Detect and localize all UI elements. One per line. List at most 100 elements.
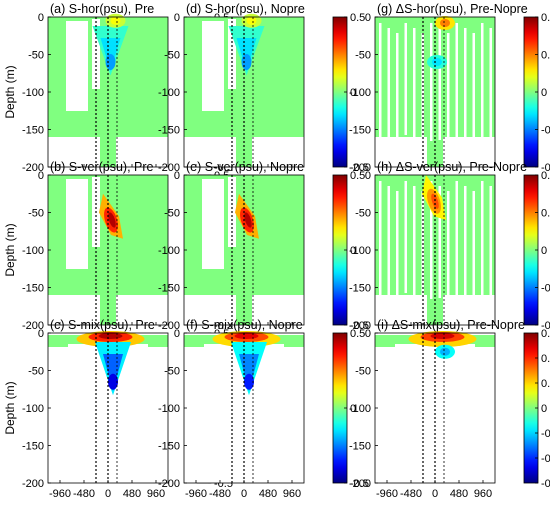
panel-title: (e) S-ver(psu), Nopre (186, 160, 304, 174)
y-tick-label: -200 (349, 320, 371, 332)
y-tick-label: 0 (365, 328, 371, 340)
panel-title: (d) S-hor(psu), Nopre (186, 2, 305, 16)
y-tick-label: -100 (22, 403, 44, 415)
y-tick-label: -50 (164, 50, 180, 62)
y-tick-label: -200 (349, 478, 371, 490)
field-background (284, 335, 304, 347)
field-gap (66, 179, 88, 269)
y-tick-label: -50 (28, 208, 44, 220)
data-feature (432, 58, 442, 66)
x-axis-label: Across Track (km) (60, 503, 157, 505)
y-tick-label: -50 (355, 50, 371, 62)
y-tick-label: -150 (158, 283, 180, 295)
y-tick-label: -50 (355, 208, 371, 220)
colorbar: 0.50-0.5 (332, 12, 369, 174)
data-feature (431, 193, 439, 209)
field-gap (396, 33, 399, 151)
panel-f: (f) S-mix(psu), Nopre 0 -50 -100 -150 -200 -96… (158, 318, 305, 505)
colorbar-tick-label: 0.05 (541, 208, 550, 220)
y-tick-label: -100 (22, 245, 44, 257)
field-gap (447, 33, 450, 163)
field-gap (430, 181, 433, 299)
colorbar-tick-label: -0.1 (541, 320, 550, 332)
panel-title: (a) S-hor(psu), Pre (50, 2, 154, 16)
field-background (236, 295, 252, 325)
colorbar: 0.1 0.05 0 -0.05 -0.1 (523, 170, 550, 332)
y-tick-label: -100 (349, 245, 371, 257)
field-gap (455, 181, 458, 305)
field-background (48, 335, 68, 347)
data-feature (108, 373, 118, 390)
y-tick-label: -100 (158, 245, 180, 257)
panel-title: (c) S-mix(psu), Pre (50, 318, 155, 332)
colorbar-tick-label: 0 (541, 403, 547, 415)
y-tick-label: -50 (28, 50, 44, 62)
colorbar-tick-label: 0.5 (350, 170, 365, 182)
colorbar-tick-label: -0.1 (541, 428, 550, 440)
colorbar-tick-label: -0.05 (541, 125, 550, 137)
y-tick-label: 0 (174, 170, 180, 182)
y-tick-label: 0 (38, 12, 44, 24)
field-background (427, 295, 443, 325)
colorbar-tick-label: 0.1 (541, 12, 550, 24)
y-tick-label: -150 (158, 441, 180, 453)
colorbar-tick-label: 0.5 (350, 328, 365, 340)
y-tick-label: -50 (355, 366, 371, 378)
x-tick-label: -960 (376, 488, 398, 500)
y-tick-label: -100 (349, 403, 371, 415)
colorbar-tick-label: -0.05 (541, 283, 550, 295)
x-tick-label: 960 (147, 488, 165, 500)
colorbar-tick-label: -0.3 (541, 478, 550, 490)
panel-title: (h) ΔS-ver(psu), Pre-Nopre (377, 160, 527, 174)
field-gap (387, 28, 390, 152)
field-gap (413, 186, 416, 316)
colorbar-tick-label: 0 (350, 245, 356, 257)
field-background (148, 335, 168, 347)
y-tick-label: -150 (349, 441, 371, 453)
plot-area (375, 333, 495, 483)
field-background (236, 137, 252, 167)
field-gap (66, 21, 88, 111)
y-axis-label: Depth (m) (3, 381, 17, 434)
x-tick-label: 480 (259, 488, 277, 500)
panel-h: (h) ΔS-ver(psu), Pre-Nopre 0 -50 -100 -150 -2… (349, 160, 527, 332)
colorbar-tick-label: 0 (350, 403, 356, 415)
data-feature (103, 354, 123, 392)
field-gap (202, 21, 224, 111)
y-tick-label: -200 (158, 162, 180, 174)
data-feature (108, 212, 116, 228)
panel-b: (b) S-ver(psu), Pre 0 -50 -100 -150 -200 Depth… (3, 160, 169, 332)
data-feature (234, 333, 259, 339)
y-tick-label: -150 (22, 125, 44, 137)
colorbar-tick-label: 0.1 (541, 170, 550, 182)
x-axis-label: Across Track (km) (387, 503, 484, 505)
x-tick-label: 480 (123, 488, 141, 500)
y-tick-label: -150 (22, 441, 44, 453)
x-tick-label: -480 (400, 488, 422, 500)
field-gap (472, 33, 475, 145)
x-tick-label: 480 (450, 488, 468, 500)
panel-e: (e) S-ver(psu), Nopre 0 -50 -100 -150 -200 (158, 160, 305, 332)
y-tick-label: -100 (349, 87, 371, 99)
y-tick-label: -150 (349, 125, 371, 137)
colorbar-tick-label: 0.1 (541, 378, 550, 390)
x-tick-label: -960 (185, 488, 207, 500)
field-gap (481, 23, 484, 153)
data-feature (110, 16, 121, 25)
field-background (100, 137, 116, 167)
panel-c: (c) S-mix(psu), Pre0-50-100-150-200-960-… (3, 318, 169, 505)
field-background (375, 335, 395, 347)
x-tick-label: 960 (283, 488, 301, 500)
panel-title: (b) S-ver(psu), Pre (50, 160, 154, 174)
field-gap (489, 186, 492, 310)
data-feature (246, 16, 257, 25)
x-axis-label: Across Track (km) (196, 503, 293, 505)
field-background (475, 335, 495, 347)
y-tick-label: -150 (349, 283, 371, 295)
colorbar-tick-label: 0.5 (350, 12, 365, 24)
y-tick-label: -100 (158, 87, 180, 99)
panel-a: (a) S-hor(psu), Pre 0 -50 -100 -150 -200 Depth… (3, 2, 169, 174)
data-feature (98, 333, 123, 339)
y-tick-label: 0 (174, 328, 180, 340)
